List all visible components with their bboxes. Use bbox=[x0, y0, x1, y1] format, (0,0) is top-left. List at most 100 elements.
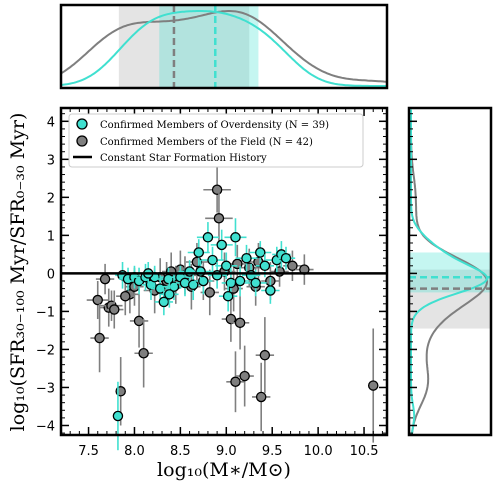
overdensity-marker bbox=[193, 247, 204, 258]
x-axis-label: log₁₀(M∗/M⊙) bbox=[157, 459, 291, 481]
field-marker bbox=[92, 294, 103, 306]
y-tick-label: −1 bbox=[36, 305, 55, 320]
legend-box bbox=[68, 113, 364, 168]
overdensity-point bbox=[210, 229, 233, 261]
x-tick-label: 9.0 bbox=[216, 444, 237, 459]
x-tick-labels: 7.5 8.0 8.5 9.0 9.5 10.0 10.5 bbox=[78, 444, 378, 459]
overdensity-point bbox=[249, 241, 272, 264]
field-marker bbox=[287, 260, 298, 272]
field-marker bbox=[367, 380, 379, 391]
overdensity-marker bbox=[241, 252, 252, 264]
top-panel-frame bbox=[59, 3, 389, 90]
right-overdensity-kde-curve bbox=[410, 109, 489, 436]
right-marginal-panel bbox=[407, 106, 493, 437]
field-point bbox=[367, 328, 379, 443]
field-marker bbox=[120, 290, 131, 302]
field-point bbox=[226, 351, 245, 413]
top-field-kde-curve bbox=[60, 10, 387, 83]
overdensity-point bbox=[230, 265, 250, 297]
overdensity-marker bbox=[207, 254, 218, 266]
y-tick-label: −4 bbox=[36, 419, 55, 434]
overdensity-marker bbox=[250, 277, 261, 289]
overdensity-point bbox=[160, 281, 179, 308]
main-panel: 7.5 8.0 8.5 9.0 9.5 10.0 10.5 −4 −3 −2 −1 0 1 2 3 4 bbox=[36, 106, 417, 459]
field-point bbox=[255, 317, 275, 394]
field-marker bbox=[138, 347, 149, 359]
y-tick-label: 4 bbox=[47, 115, 55, 130]
field-marker bbox=[230, 376, 241, 388]
overdensity-marker bbox=[112, 410, 124, 422]
field-point bbox=[86, 281, 109, 320]
legend-constant-sfh-label: Constant Star Formation History bbox=[100, 153, 267, 164]
field-point bbox=[134, 319, 153, 388]
overdensity-marker bbox=[234, 275, 246, 287]
overdensity-marker bbox=[216, 239, 227, 251]
field-point bbox=[105, 290, 124, 329]
y-tick-labels: −4 −3 −2 −1 0 1 2 3 4 bbox=[36, 115, 55, 434]
field-marker bbox=[239, 370, 250, 382]
overdensity-marker bbox=[211, 270, 223, 281]
overdensity-point bbox=[187, 239, 210, 266]
field-marker bbox=[204, 287, 216, 298]
overdensity-point bbox=[218, 281, 238, 312]
overdensity-point bbox=[261, 277, 280, 304]
field-marker bbox=[109, 304, 120, 315]
legend-field-marker bbox=[76, 135, 88, 147]
overdensity-marker bbox=[280, 252, 292, 264]
field-point bbox=[129, 294, 149, 348]
field-point bbox=[200, 269, 219, 316]
overdensity-point bbox=[224, 218, 247, 257]
overdensity-marker bbox=[222, 290, 234, 302]
scatter-points-layer bbox=[86, 166, 379, 451]
y-tick-label: −3 bbox=[36, 381, 55, 396]
y-tick-label: 1 bbox=[47, 229, 55, 244]
field-point bbox=[295, 254, 314, 285]
x-tick-label: 10.0 bbox=[304, 444, 333, 459]
x-tick-label: 9.5 bbox=[262, 444, 283, 459]
overdensity-marker bbox=[195, 266, 206, 277]
x-tick-label: 10.5 bbox=[350, 444, 379, 459]
overdensity-marker bbox=[255, 247, 266, 258]
field-point bbox=[95, 263, 115, 295]
field-marker bbox=[213, 213, 225, 224]
field-point bbox=[205, 191, 233, 245]
y-tick-label: 2 bbox=[47, 191, 55, 206]
field-marker bbox=[255, 391, 267, 403]
field-point bbox=[235, 345, 254, 407]
overdensity-marker bbox=[158, 296, 170, 308]
y-axis-label: log₁₀(SFR₃₀₋₁₀₀ Myr/SFR₀₋₃₀ Myr) bbox=[7, 113, 29, 432]
overdensity-point bbox=[255, 254, 275, 278]
x-tick-label: 8.0 bbox=[124, 444, 145, 459]
overdensity-point bbox=[112, 381, 124, 451]
top-overdensity-kde-curve bbox=[60, 10, 387, 87]
field-marker bbox=[133, 315, 145, 327]
field-marker bbox=[259, 349, 271, 361]
field-point bbox=[203, 166, 231, 213]
field-point bbox=[252, 362, 271, 432]
field-marker bbox=[211, 184, 223, 195]
overdensity-marker bbox=[259, 260, 271, 272]
overdensity-point bbox=[215, 252, 238, 280]
overdensity-marker bbox=[164, 289, 175, 300]
field-marker bbox=[234, 317, 246, 329]
right-field-band bbox=[409, 269, 491, 329]
legend-overdensity-label: Confirmed Members of Overdensity (N = 39… bbox=[100, 120, 329, 131]
main-panel-frame bbox=[59, 106, 389, 437]
overdensity-point bbox=[196, 222, 219, 253]
x-tick-label: 8.5 bbox=[170, 444, 191, 459]
top-marginal-panel bbox=[59, 3, 389, 90]
field-point bbox=[283, 250, 302, 282]
overdensity-marker bbox=[202, 232, 214, 243]
field-point bbox=[230, 296, 250, 350]
overdensity-point bbox=[154, 288, 174, 316]
overdensity-point bbox=[184, 269, 203, 301]
legend-field-label: Confirmed Members of the Field (N = 42) bbox=[100, 137, 313, 148]
overdensity-marker bbox=[154, 283, 166, 294]
field-marker bbox=[99, 273, 111, 285]
x-tick-label: 7.5 bbox=[78, 444, 99, 459]
overdensity-marker bbox=[230, 232, 241, 243]
legend: Confirmed Members of Overdensity (N = 39… bbox=[68, 113, 364, 168]
y-tick-label: −2 bbox=[36, 343, 55, 358]
overdensity-point bbox=[235, 244, 258, 272]
